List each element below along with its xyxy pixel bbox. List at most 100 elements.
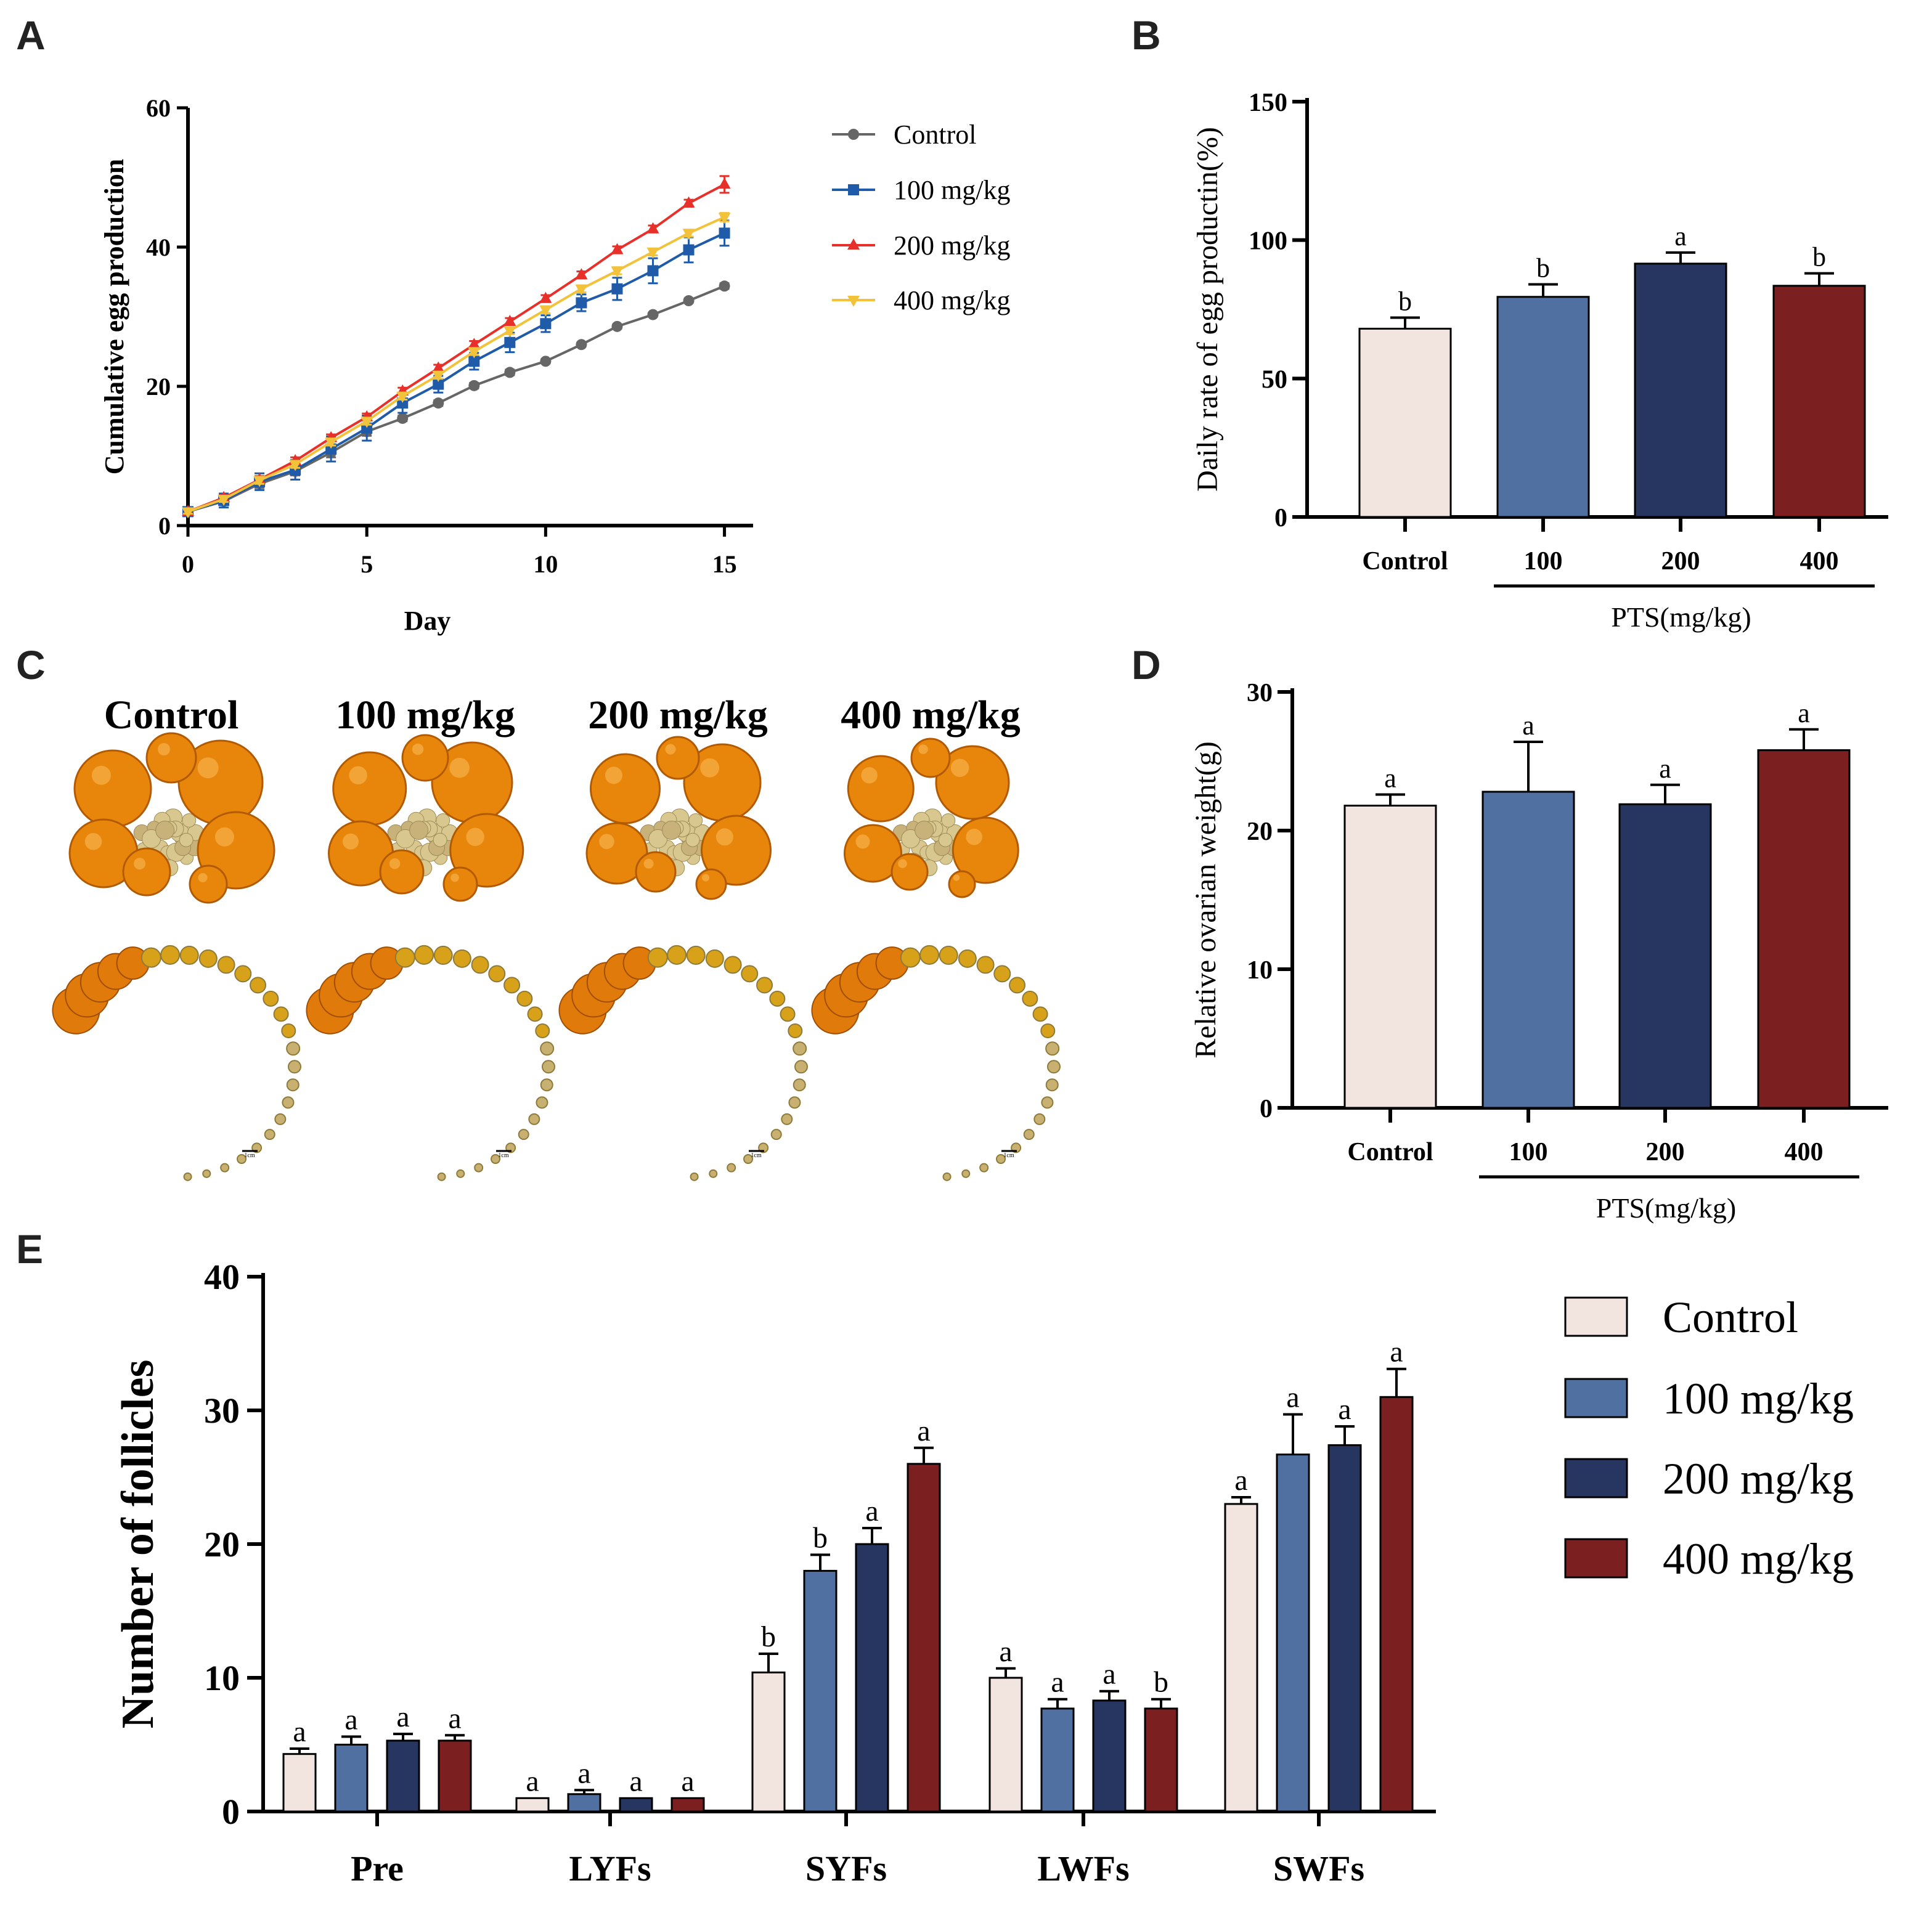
y-tick-label: 0 [1274, 504, 1287, 532]
hierarchy-follicle [788, 1023, 803, 1039]
legend-entry: Control [1564, 1293, 1798, 1342]
hierarchy-follicle [1040, 1023, 1056, 1039]
highlight [643, 858, 654, 869]
y-tick-label: 30 [1247, 679, 1273, 707]
x-tick-label: 100 [1524, 547, 1563, 575]
y-tick-label: 0 [1260, 1095, 1273, 1123]
data-point [289, 460, 302, 471]
hierarchy-follicle [1032, 1006, 1048, 1022]
y-tick-label: 60 [146, 94, 171, 122]
hierarchy-follicle [942, 1172, 952, 1181]
highlight [449, 757, 470, 778]
hierarchy-follicle [769, 990, 786, 1007]
hierarchy-follicle [781, 1113, 793, 1125]
legend-entry: 100 mg/kg [1564, 1374, 1854, 1423]
hierarchy-follicle [979, 1163, 989, 1173]
chart-d: 0 10 20 30 a Control a 100 a 200 a 400 PTS(mg/kg) Rel… [1189, 679, 1888, 1224]
legend-label: Control [1663, 1293, 1798, 1342]
data-point [611, 320, 623, 332]
bar [751, 1671, 786, 1813]
hierarchy-follicle [264, 1129, 275, 1141]
data-point [646, 247, 659, 259]
hierarchy-follicle [756, 977, 773, 994]
hierarchy-follicle [780, 1006, 796, 1022]
data-point [504, 336, 516, 348]
large-follicle [635, 851, 677, 893]
legend-label: 400 mg/kg [894, 285, 1010, 315]
hierarchy-follicle [518, 1129, 529, 1141]
large-follicle [442, 866, 478, 902]
data-point [503, 326, 516, 338]
chart-a: 0 20 40 60 0 5 10 15 Day Cumulative egg productio… [99, 94, 1010, 636]
hierarchy-follicle [274, 1113, 287, 1125]
hierarchy-follicle [647, 947, 668, 968]
data-point [325, 437, 338, 449]
photo-title: Control [104, 693, 239, 738]
significance-letter: a [1338, 1393, 1351, 1426]
bar [1276, 1454, 1310, 1813]
data-point [683, 295, 695, 307]
small-follicle [179, 832, 194, 847]
significance-letter: a [999, 1635, 1012, 1668]
small-follicle [155, 821, 175, 840]
significance-letter: a [865, 1495, 878, 1527]
small-follicle [182, 813, 197, 827]
highlight [599, 834, 614, 849]
y-axis-title: Cumulative egg production [99, 159, 129, 475]
data-point [540, 318, 552, 330]
x-tick-label: 200 [1646, 1138, 1685, 1166]
hierarchy-follicle [1046, 1060, 1061, 1074]
significance-letter: a [629, 1765, 642, 1797]
y-axis-title: Daily rate of egg productin(%) [1191, 127, 1224, 492]
large-follicle [910, 738, 951, 778]
bar [1343, 805, 1437, 1109]
bar [1092, 1699, 1127, 1813]
hierarchy-follicle [958, 949, 977, 968]
large-follicle [145, 732, 197, 784]
data-point [468, 356, 480, 367]
highlight [466, 827, 484, 847]
x-tick-label: 15 [712, 550, 737, 578]
data-point [718, 213, 731, 224]
x-axis-title: Day [404, 606, 451, 636]
hierarchy-follicle [741, 965, 759, 983]
y-tick-label: 20 [146, 373, 171, 401]
data-point [468, 380, 480, 391]
hierarchy-follicle [273, 1006, 289, 1022]
large-follicle [695, 868, 727, 900]
highlight [91, 765, 111, 785]
bar [1634, 262, 1727, 518]
series-line [187, 285, 725, 513]
hierarchy-follicle [160, 945, 181, 965]
significance-letter: b [1398, 286, 1412, 316]
data-point [575, 268, 588, 280]
hierarchy-follicle [993, 965, 1011, 983]
legend-marker [848, 184, 859, 195]
x-tick-label: 100 [1509, 1138, 1548, 1166]
data-point [433, 378, 444, 390]
hierarchy-follicle [961, 1169, 971, 1178]
hierarchy-follicle [179, 945, 199, 965]
highlight [450, 873, 459, 882]
x-tick-label: 5 [361, 550, 373, 578]
hierarchy-follicle [536, 1096, 548, 1109]
hierarchy-follicle [220, 1163, 230, 1173]
panel-label-a: A [16, 12, 46, 58]
data-point [611, 266, 624, 278]
bar [1358, 327, 1452, 518]
hierarchy-follicle [1045, 1078, 1059, 1092]
significance-letter: a [917, 1415, 930, 1447]
significance-letter: a [1103, 1658, 1115, 1691]
hierarchy-follicle [528, 1113, 540, 1125]
legend-marker [847, 238, 860, 250]
bar [386, 1739, 420, 1813]
legend-label: 400 mg/kg [1663, 1534, 1854, 1584]
panel-label-b: B [1131, 12, 1161, 58]
hierarchy-follicle [234, 965, 252, 983]
data-point [647, 265, 659, 277]
data-point [576, 297, 587, 309]
hierarchy-follicle [433, 945, 453, 965]
bar [515, 1797, 550, 1813]
highlight [389, 858, 401, 869]
hierarchy-follicle [488, 965, 506, 983]
